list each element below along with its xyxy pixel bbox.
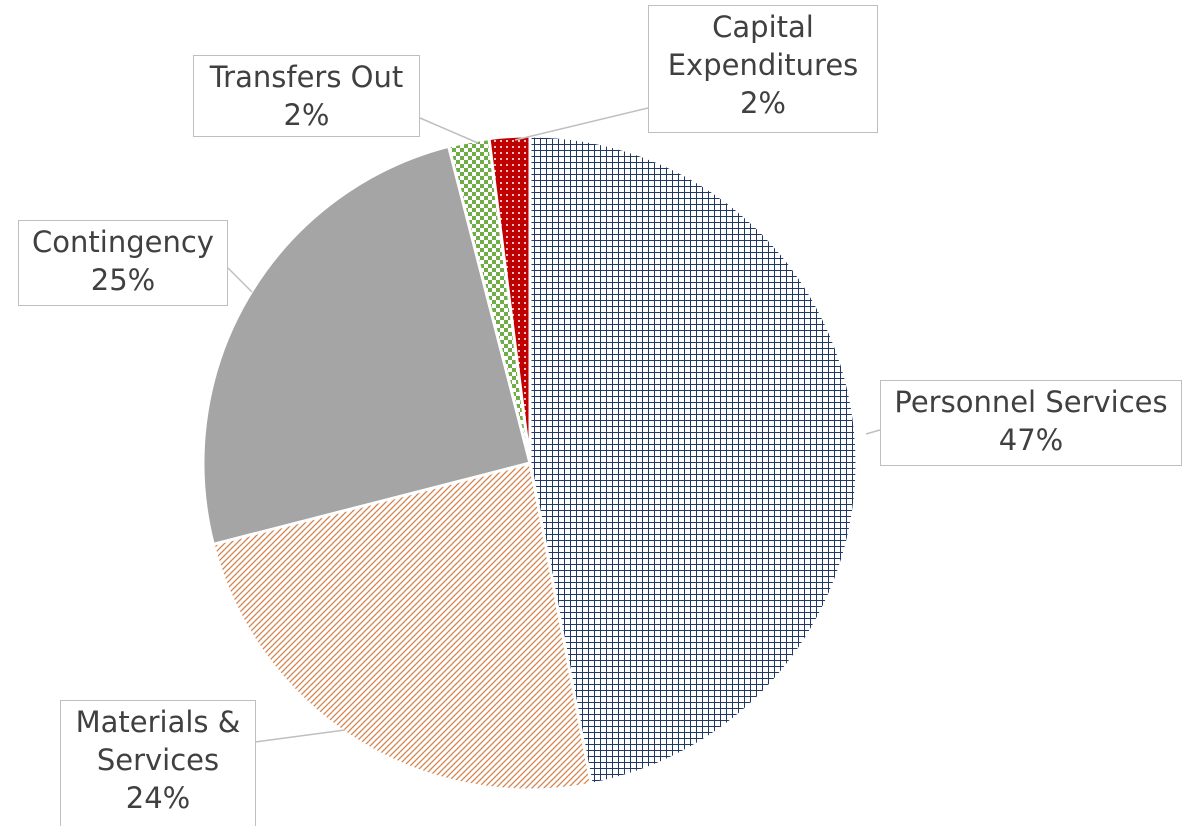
value-label: 24% <box>125 781 191 815</box>
data-label: Materials & Services 24% <box>60 700 256 826</box>
category-label: Materials & Services <box>75 705 241 777</box>
value-label: 47% <box>998 423 1064 457</box>
leader-line <box>419 117 479 144</box>
leader-line <box>227 267 253 293</box>
category-label: Capital Expenditures <box>667 10 859 82</box>
data-label: Capital Expenditures 2% <box>648 5 878 133</box>
category-label: Contingency <box>32 225 214 259</box>
data-label: Transfers Out 2% <box>193 55 420 137</box>
pie-slice <box>201 144 532 547</box>
value-label: 2% <box>739 86 786 120</box>
leader-line <box>865 429 881 435</box>
value-label: 25% <box>90 263 156 297</box>
data-label: Personnel Services 47% <box>880 380 1182 466</box>
data-label: Contingency 25% <box>18 220 228 306</box>
category-label: Personnel Services <box>894 385 1168 419</box>
category-label: Transfers Out <box>209 60 404 94</box>
value-label: 2% <box>283 98 330 132</box>
leader-line <box>514 107 649 141</box>
pie-slice <box>211 461 594 792</box>
pie-slice <box>528 134 859 786</box>
leader-line <box>254 729 346 743</box>
